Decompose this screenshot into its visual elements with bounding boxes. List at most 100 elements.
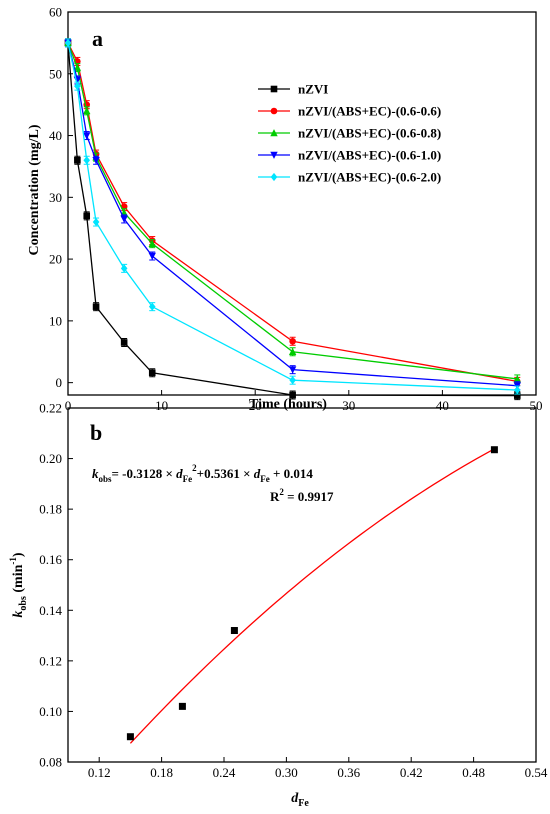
x-tick-label-b: 0.12 (88, 765, 111, 780)
legend-marker (270, 129, 278, 137)
data-point (289, 391, 296, 399)
x-tick-label-a: 30 (342, 398, 355, 413)
scatter-point (230, 627, 238, 635)
series-line (67, 42, 518, 387)
x-axis-title-b: dFe (291, 791, 309, 809)
eq-k: k (92, 466, 99, 481)
r2-sup: 2 (279, 487, 284, 497)
r-squared: R2 = 0.9917 (270, 487, 334, 504)
data-point (64, 38, 72, 47)
data-point (92, 303, 100, 310)
panel-a: a 0 10 20 30 40 50 0 10 20 30 40 50 60 Time (hours)… (27, 5, 543, 414)
data-point (288, 347, 297, 356)
y-axis-title-b: kobs (min-1) (8, 552, 29, 617)
y-axis-title-a: Concentration (mg/L) (27, 124, 42, 255)
scatter-points-b (126, 446, 498, 741)
eq-d2-sub: Fe (260, 474, 270, 484)
series-line (67, 42, 518, 391)
data-point (288, 366, 297, 374)
x-axis-title-b-main: d (291, 791, 299, 806)
x-axis-b: 0.12 0.18 0.24 0.30 0.36 0.42 0.48 0.54 (88, 757, 548, 780)
series-2 (64, 38, 521, 384)
y-axis-title-b-close: ) (11, 552, 26, 557)
legend-label: nZVI/(ABS+EC)-(0.6-0.8) (298, 126, 441, 141)
fit-curve-group (129, 448, 495, 744)
legend-item-3: nZVI/(ABS+EC)-(0.6-1.0) (258, 148, 441, 163)
x-axis-title-a: Time (hours) (249, 397, 327, 412)
x-tick-label-b: 0.18 (150, 765, 173, 780)
legend-marker (270, 85, 278, 93)
series-group-a (64, 38, 521, 401)
y-tick-label-a: 60 (49, 5, 62, 20)
y-tick-label-a: 10 (49, 313, 62, 328)
data-point (83, 156, 91, 165)
legend-a: nZVI nZVI/(ABS+EC)-(0.6-0.6) nZVI/(ABS+EC)… (258, 82, 441, 185)
x-axis-title-b-sub: Fe (298, 798, 309, 809)
data-point (148, 239, 156, 247)
y-tick-label-b: 0.10 (39, 704, 62, 719)
data-point (83, 132, 91, 140)
data-point (148, 302, 156, 311)
eq-part1: = -0.3128 × (112, 466, 177, 481)
scatter-point (126, 733, 134, 741)
data-point (92, 217, 100, 227)
y-tick-label-a: 40 (49, 128, 62, 143)
x-axis-a: 0 10 20 30 40 50 (65, 390, 543, 413)
eq-part2: +0.5361 × (197, 466, 254, 481)
x-tick-label-b: 0.36 (337, 765, 360, 780)
x-tick-label-a: 40 (436, 398, 449, 413)
y-axis-title-b-main: k (11, 611, 26, 618)
x-tick-label-a: 20 (249, 398, 262, 413)
eq-k-sub: obs (99, 474, 113, 484)
y-axis-title-b-tail: (min (11, 564, 26, 596)
y-tick-label-b: 0.14 (39, 603, 62, 618)
y-tick-label-b: 0.08 (39, 755, 62, 770)
data-point (148, 369, 156, 377)
data-point (289, 337, 296, 345)
y-tick-label-b: 0.20 (39, 451, 62, 466)
legend-item-1: nZVI/(ABS+EC)-(0.6-0.6) (258, 104, 441, 119)
legend-label: nZVI/(ABS+EC)-(0.6-0.6) (298, 104, 441, 119)
y-tick-label-a: 0 (56, 375, 63, 390)
x-tick-label-a: 0 (65, 398, 72, 413)
panel-b: b 0.12 0.18 0.24 0.30 0.36 0.42 0.48 0.54 0.080… (8, 401, 548, 810)
y-tick-label-a: 20 (49, 252, 62, 267)
eq-sup2: 2 (192, 463, 197, 473)
data-point (148, 252, 156, 260)
x-tick-label-a: 50 (530, 398, 543, 413)
scatter-point (178, 702, 186, 710)
legend-label: nZVI/(ABS+EC)-(0.6-2.0) (298, 170, 441, 185)
data-point (120, 339, 128, 346)
data-point (83, 106, 91, 115)
data-point (73, 63, 82, 71)
data-point (513, 385, 521, 395)
y-axis-a: 0 10 20 30 40 50 60 (49, 5, 73, 390)
y-axis-title-b-sub: obs (18, 596, 29, 611)
legend-item-2: nZVI/(ABS+EC)-(0.6-0.8) (258, 126, 441, 141)
r2-value: = 0.9917 (284, 489, 334, 504)
plot-frame-a (67, 11, 537, 396)
legend-marker (270, 172, 278, 182)
y-axis-title-b-sup: -1 (8, 557, 18, 565)
fit-equation: kobs= -0.3128 × dFe2+0.5361 × dFe + 0.01… (92, 463, 313, 484)
data-point (120, 215, 128, 223)
data-point (74, 156, 81, 164)
series-line (67, 42, 518, 383)
data-point (513, 375, 521, 383)
eq-d1-sub: Fe (183, 474, 193, 484)
series-line (67, 42, 518, 380)
series-1 (64, 38, 521, 386)
x-tick-label-b: 0.30 (275, 765, 298, 780)
series-line (67, 42, 518, 397)
data-point (513, 392, 521, 399)
x-tick-label-b: 0.48 (462, 765, 485, 780)
y-tick-label-a: 50 (49, 66, 62, 81)
legend-marker (270, 151, 278, 159)
eq-d1: d (176, 466, 183, 481)
y-tick-label-b: 0.16 (39, 552, 62, 567)
x-tick-label-b: 0.54 (525, 765, 548, 780)
x-tick-label-a: 10 (155, 398, 168, 413)
data-point (92, 156, 100, 165)
y-tick-label-b: 0.12 (39, 653, 62, 668)
